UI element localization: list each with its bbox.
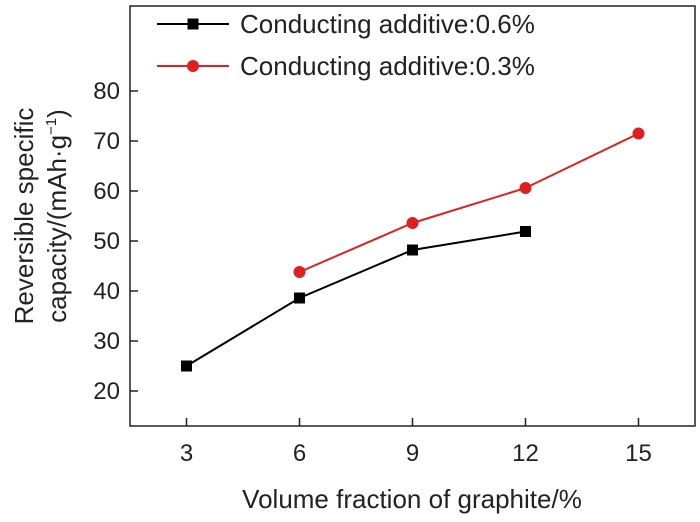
series-1-point [520, 226, 531, 237]
y-axis-title-close-paren: ) [42, 109, 72, 118]
y-axis-title-line1: Reversible specific [9, 108, 39, 325]
y-tick-label: 70 [93, 128, 120, 155]
y-axis-title-unit: capacity/(mAh·g [42, 135, 72, 323]
legend-marker-2 [187, 60, 199, 72]
x-tick-label: 9 [406, 440, 419, 467]
legend-label-1: Conducting additive:0.6% [240, 9, 535, 39]
series-2-point [406, 217, 419, 229]
series-1-point [294, 292, 305, 304]
y-tick-label: 40 [93, 278, 120, 305]
series-1-point [407, 244, 418, 256]
x-tick-label: 12 [512, 440, 539, 467]
series-layer [181, 127, 645, 372]
y-tick-label: 30 [93, 328, 120, 355]
x-axis-title: Volume fraction of graphite/% [242, 484, 582, 514]
y-axis-title-line2: capacity/(mAh·g−1) [42, 109, 72, 323]
y-tick-label: 50 [93, 228, 120, 255]
y-tick-label: 60 [93, 178, 120, 205]
y-tick-label: 80 [93, 78, 120, 105]
series-line-1 [185, 230, 526, 367]
series-2-point [519, 182, 532, 194]
x-tick-label: 6 [293, 440, 306, 467]
series-1-point [181, 360, 192, 372]
y-axis-ticks: 20 30 40 50 60 70 80 [93, 78, 138, 405]
legend-label-2: Conducting additive:0.3% [240, 51, 535, 81]
series-line-2 [299, 132, 639, 273]
legend: Conducting additive:0.6% Conducting addit… [157, 9, 535, 81]
x-axis-ticks: 3 6 9 12 15 [180, 418, 652, 467]
series-2-point [293, 266, 306, 278]
x-tick-label: 3 [180, 440, 193, 467]
series-2-point [632, 127, 645, 140]
y-axis-title-superscript: −1 [43, 118, 60, 135]
y-tick-label: 20 [93, 378, 120, 405]
y-axis-title: Reversible specific capacity/(mAh·g−1) [9, 108, 72, 325]
legend-marker-1 [187, 18, 199, 30]
x-tick-label: 15 [625, 440, 652, 467]
